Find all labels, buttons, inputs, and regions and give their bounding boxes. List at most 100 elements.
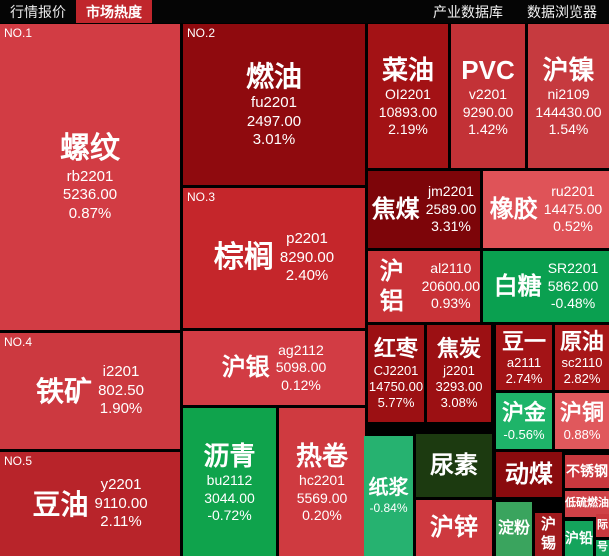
tile-soybean-no1[interactable]: 豆一 a2111 2.74% [496,325,552,390]
tile-iron-ore[interactable]: NO.4 铁矿 i2201 802.50 1.90% [0,333,180,449]
tile-name: 菜油 [381,54,434,85]
contract-code: al2110 [430,260,472,277]
tile-values: i2201 802.50 1.90% [98,363,144,419]
contract-code: ru2201 [551,183,595,200]
link-data-browser[interactable]: 数据浏览器 [527,3,597,20]
change-percent: 0.87% [68,205,112,223]
tile-shanghai-nickel[interactable]: 沪镍 ni2109 144430.00 1.54% [528,24,609,168]
change-percent: 3.01% [252,131,296,149]
tile-shanghai-zinc[interactable]: 沪锌 [416,500,492,556]
tile-values: ag2112 5098.00 0.12% [276,342,327,395]
contract-code: a2111 [506,355,542,370]
tile-name: 不锈钢 [566,462,608,479]
tile-shanghai-gold[interactable]: 沪金 -0.56% [496,393,552,449]
price: 8290.00 [279,248,335,266]
tile-clipped-hao[interactable]: 号 [596,540,609,556]
tile-name: 热卷 [295,440,348,471]
change-percent: -0.84% [369,501,408,515]
price: 14475.00 [543,200,603,217]
tile-name: 纸浆 [368,477,409,499]
tile-low-sulfur-fuel-oil[interactable]: 低硫燃油 [565,491,609,517]
contract-code: CJ2201 [373,362,419,378]
change-percent: 0.20% [302,507,342,523]
tile-shanghai-silver[interactable]: 沪银 ag2112 5098.00 0.12% [183,331,365,405]
tile-hot-rolled-coil[interactable]: 热卷 hc2201 5569.00 0.20% [279,408,365,556]
tile-values: al2110 20600.00 0.93% [422,260,480,313]
tile-name: 沪铝 [379,257,404,315]
contract-code: SR2201 [547,260,599,277]
contract-code: rb2201 [66,167,114,185]
tile-name: 淀粉 [497,520,530,537]
tile-bitumen[interactable]: 沥青 bu2112 3044.00 -0.72% [183,408,276,556]
tile-name: 沪锌 [430,514,478,541]
rank-label: NO.2 [187,26,216,40]
tile-values: ru2201 14475.00 0.52% [544,183,602,236]
price: 5569.00 [296,489,348,506]
tile-rebar[interactable]: NO.1 螺纹 rb2201 5236.00 0.87% [0,24,180,330]
tile-shanghai-tin[interactable]: 沪锡 [535,513,562,556]
tile-name: 原油 [559,328,604,354]
change-percent: 2.11% [100,513,142,531]
change-percent: 0.88% [563,426,601,442]
tile-values: jm2201 2589.00 3.31% [426,183,477,236]
tile-rubber[interactable]: 橡胶 ru2201 14475.00 0.52% [483,171,609,248]
tile-fuel-oil[interactable]: NO.2 燃油 fu2201 2497.00 3.01% [183,24,365,185]
tile-name: 沪镍 [542,54,595,85]
tile-name: 棕榈 [213,241,274,275]
change-percent: 1.42% [468,121,508,137]
tile-starch[interactable]: 淀粉 [496,502,532,556]
tile-name: 红枣 [373,336,418,362]
tile-pvc[interactable]: PVC v2201 9290.00 1.42% [451,24,525,168]
tile-coke[interactable]: 焦炭 j2201 3293.00 3.08% [427,325,491,422]
tile-shanghai-aluminum[interactable]: 沪铝 al2110 20600.00 0.93% [368,251,480,322]
price: 14750.00 [368,379,424,395]
tile-white-sugar[interactable]: 白糖 SR2201 5862.00 -0.48% [483,251,609,322]
price: 802.50 [98,381,144,399]
price: 3044.00 [204,489,255,506]
tile-crude-oil[interactable]: 原油 sc2110 2.82% [555,325,609,390]
contract-code: fu2201 [251,93,297,111]
tile-name: PVC [461,54,515,85]
price: 5236.00 [62,186,118,204]
tab-market-heat[interactable]: 市场热度 [76,0,152,23]
tile-shanghai-copper[interactable]: 沪铜 0.88% [555,393,609,449]
change-percent: -0.72% [207,507,252,523]
tile-values: SR2201 5862.00 -0.48% [548,260,599,313]
change-percent: 2.82% [563,371,601,387]
change-percent: 1.90% [99,400,143,418]
contract-code: bu2112 [206,472,253,488]
tile-shanghai-lead[interactable]: 沪铅 [565,521,593,556]
tile-name: 螺纹 [60,132,120,166]
tile-coking-coal[interactable]: 焦煤 jm2201 2589.00 3.31% [368,171,480,248]
price: 9290.00 [462,103,514,120]
contract-code: ni2109 [547,86,590,102]
change-percent: 2.19% [388,121,428,137]
change-percent: 2.74% [505,371,543,387]
tile-red-dates[interactable]: 红枣 CJ2201 14750.00 5.77% [368,325,424,422]
change-percent: 0.93% [430,295,471,312]
contract-code: i2201 [102,362,140,380]
tab-quotes[interactable]: 行情报价 [10,3,66,20]
tile-clipped-ji[interactable]: 际 [596,514,609,537]
tile-name: 沪银 [221,354,270,381]
tile-thermal-coal[interactable]: 动煤 [496,452,562,497]
tile-stainless-steel[interactable]: 不锈钢 [565,455,609,488]
tile-name: 沪铅 [565,529,593,546]
tile-name: 沪金 [501,400,546,426]
tile-rapeseed-oil[interactable]: 菜油 OI2201 10893.00 2.19% [368,24,448,168]
price: 3293.00 [435,379,483,395]
rank-label: NO.4 [4,335,33,349]
price: 5098.00 [275,359,327,376]
link-industry-database[interactable]: 产业数据库 [433,3,503,20]
tile-name: 焦煤 [371,195,420,223]
change-percent: -0.48% [550,295,596,312]
tile-soybean-oil[interactable]: NO.5 豆油 y2201 9110.00 2.11% [0,452,180,556]
tile-name: 际 [597,518,608,531]
tile-urea[interactable]: 尿素 [416,434,492,497]
change-percent: 0.52% [553,218,593,235]
tile-palm-oil[interactable]: NO.3 棕榈 p2201 8290.00 2.40% [183,188,365,328]
tile-pulp[interactable]: 纸浆 -0.84% [364,436,413,556]
tile-name: 动煤 [505,460,553,488]
price: 2589.00 [425,200,477,217]
